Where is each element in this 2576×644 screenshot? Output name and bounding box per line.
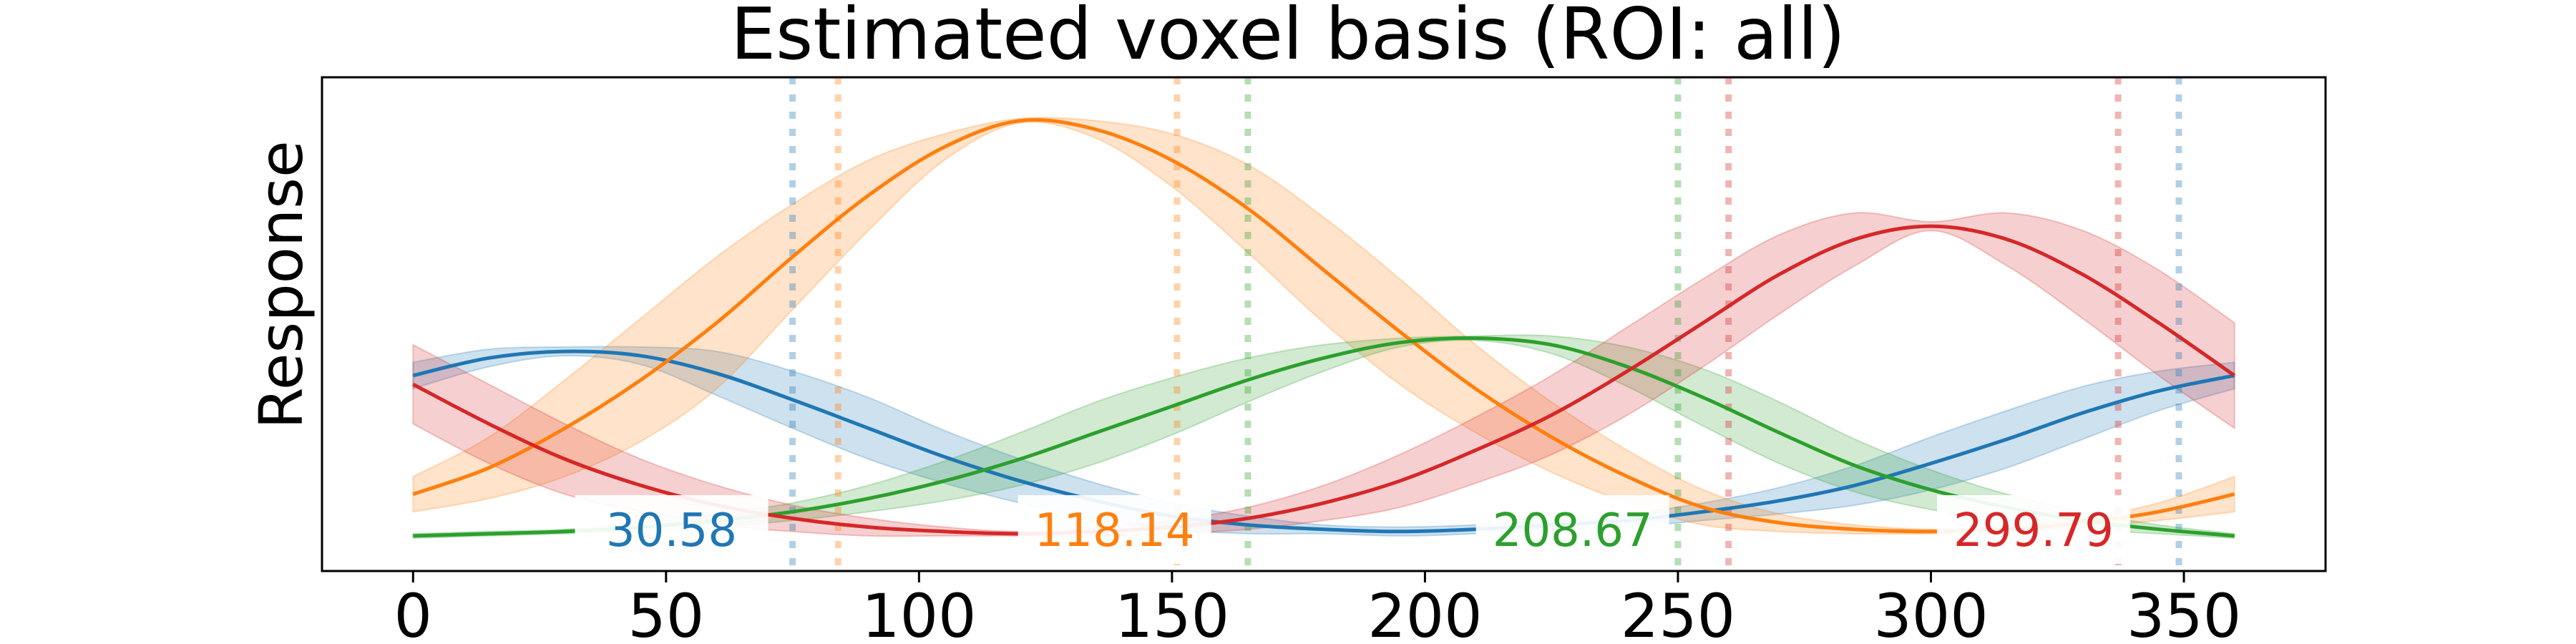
- x-tick-label-50: 50: [628, 581, 704, 644]
- y-axis-label: Response: [246, 140, 316, 429]
- x-tick-label-300: 300: [1873, 581, 1988, 644]
- x-tick-label-350: 350: [2127, 581, 2241, 644]
- peak-label-text-4: 299.79: [1953, 504, 2114, 557]
- x-axis: 0 50 100 150 200 250 300 350: [394, 571, 2241, 644]
- x-tick-label-200: 200: [1367, 581, 1482, 644]
- plot-frame: [321, 76, 2327, 572]
- confidence-bands: [412, 117, 2235, 540]
- chart-title: Estimated voxel basis (ROI: all): [731, 0, 1845, 76]
- peak-label-box-1: [575, 495, 769, 564]
- peak-label-1: 30.58: [575, 495, 769, 564]
- peak-label-box-4: [1937, 495, 2130, 564]
- x-tick-label-0: 0: [394, 581, 432, 644]
- x-tick-label-250: 250: [1621, 581, 1735, 644]
- boundary-markers: [789, 77, 2182, 571]
- line-series-1: [412, 349, 2235, 534]
- peak-label-text-3: 208.67: [1493, 504, 1653, 557]
- peak-label-box-2: [1018, 495, 1211, 564]
- peak-label-3: 208.67: [1475, 495, 1669, 564]
- x-tick-label-150: 150: [1115, 581, 1229, 644]
- peak-label-2: 118.14: [1018, 495, 1211, 564]
- band-series-2: [412, 117, 2235, 535]
- peak-label-text-1: 30.58: [606, 504, 737, 557]
- peak-label-box-3: [1475, 495, 1669, 564]
- peak-label-4: 299.79: [1937, 495, 2130, 564]
- band-series-3: [412, 334, 2235, 540]
- peak-label-text-2: 118.14: [1035, 504, 1195, 557]
- line-series-2: [412, 118, 2235, 534]
- peak-labels: 30.58 118.14 208.67 299.79: [575, 495, 2130, 564]
- x-tick-label-100: 100: [862, 581, 976, 644]
